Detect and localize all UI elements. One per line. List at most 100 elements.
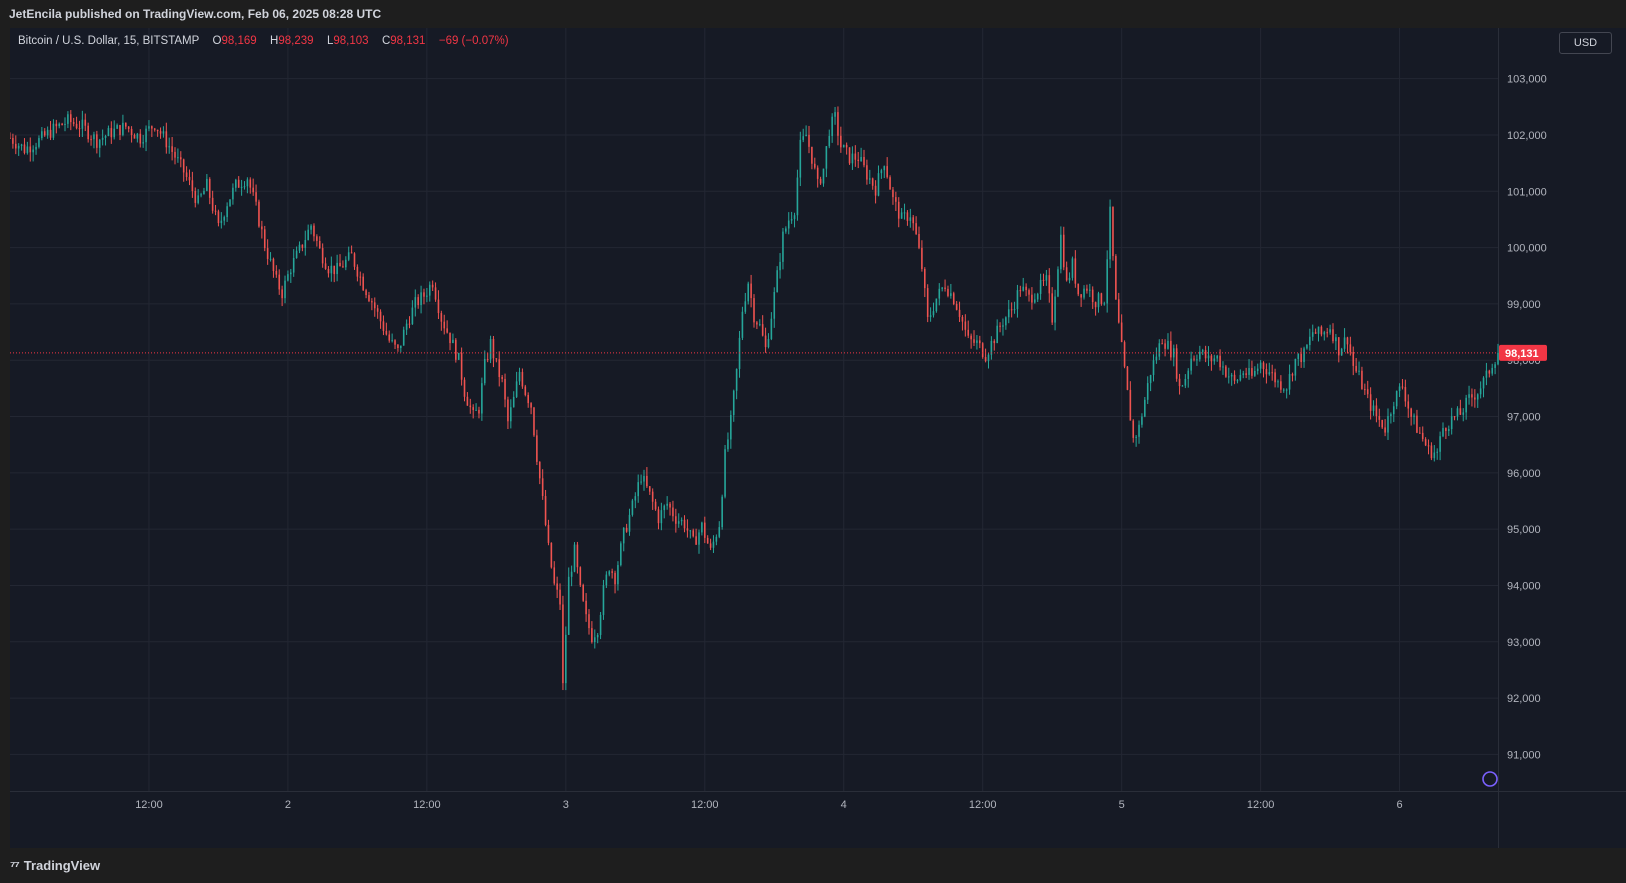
candle-body — [1436, 451, 1439, 453]
candle-body — [1010, 309, 1013, 311]
candle-body — [886, 166, 888, 178]
candle-body — [1456, 408, 1459, 417]
candle-body — [1201, 350, 1204, 352]
candle-body — [501, 377, 503, 379]
candle-body — [1364, 389, 1366, 391]
candle-body — [510, 407, 512, 422]
candle-body — [709, 543, 712, 548]
replay-icon[interactable] — [1482, 771, 1498, 787]
candle-body — [1181, 385, 1184, 387]
candle-body — [38, 138, 40, 147]
last-price-tag — [1499, 344, 1547, 361]
candle-body — [640, 481, 642, 483]
candle-body — [310, 225, 312, 230]
candle-body — [602, 585, 605, 615]
candle-body — [145, 128, 147, 143]
candle-body — [1453, 416, 1456, 418]
candle-body — [440, 313, 443, 322]
candle-body — [767, 338, 770, 348]
candle-body — [382, 321, 385, 331]
candle-body — [683, 519, 686, 529]
candle-body — [122, 122, 124, 135]
candle-body — [96, 134, 98, 148]
candle-body — [1144, 399, 1146, 417]
candle-body — [78, 128, 81, 130]
candle-body — [98, 139, 101, 148]
currency-button[interactable]: USD — [1559, 32, 1612, 54]
candle-body — [582, 584, 584, 601]
candle-body — [1175, 348, 1178, 379]
candle-body — [654, 501, 657, 510]
candle-body — [906, 212, 909, 221]
candle-body — [1141, 416, 1143, 425]
chart-area[interactable]: 91,000 92,000 93,000 94,000 95,000 96,000 97,0… — [10, 28, 1626, 848]
candle-body — [730, 415, 732, 440]
candle-body — [924, 269, 926, 289]
candle-body — [1317, 326, 1320, 334]
price-axis[interactable] — [1498, 28, 1626, 848]
candle-body — [1225, 366, 1227, 377]
candle-body — [1476, 394, 1479, 400]
candle-body — [1497, 352, 1499, 365]
candle-body — [483, 359, 486, 384]
candle-body — [909, 217, 912, 221]
candle-body — [735, 368, 738, 391]
y-tick-label: 96,000 — [1507, 468, 1541, 480]
candle-body — [84, 119, 87, 126]
candle-body — [49, 129, 52, 138]
candle-body — [845, 144, 848, 148]
candle-body — [1280, 381, 1282, 390]
candle-body — [495, 358, 498, 360]
candle-body — [727, 439, 729, 450]
candle-body — [75, 123, 78, 129]
candle-body — [400, 345, 402, 349]
candle-body — [732, 390, 735, 416]
candle-body — [1491, 367, 1494, 374]
candle-body — [1288, 374, 1291, 390]
candle-body — [69, 114, 72, 123]
candle-body — [492, 338, 495, 359]
candle-body — [142, 142, 144, 144]
candle-body — [14, 143, 17, 149]
candle-body — [993, 340, 996, 344]
candle-body — [1019, 290, 1022, 292]
y-tick-label: 97,000 — [1507, 412, 1541, 424]
candle-body — [1028, 290, 1030, 295]
candle-body — [1300, 353, 1302, 363]
candle-body — [669, 503, 671, 508]
candle-body — [304, 239, 307, 248]
candle-body — [281, 289, 283, 299]
candle-body — [1077, 283, 1080, 295]
y-tick-label: 103,000 — [1507, 74, 1547, 86]
candle-body — [1248, 368, 1250, 375]
candle-body — [605, 574, 608, 586]
tradingview-logo[interactable]: ⁷⁷ TradingView — [10, 858, 100, 873]
y-tick-label: 100,000 — [1507, 243, 1547, 255]
y-tick-label: 92,000 — [1507, 693, 1541, 705]
candle-body — [333, 265, 336, 275]
candle-body — [813, 163, 816, 168]
candle-body — [1216, 355, 1218, 359]
candle-body — [1207, 355, 1210, 359]
candle-body — [1256, 368, 1259, 371]
candle-body — [20, 144, 23, 146]
candle-body — [324, 263, 327, 269]
candle-body — [206, 178, 208, 191]
candle-body — [851, 153, 854, 164]
candle-body — [1170, 340, 1172, 358]
candle-body — [1039, 279, 1042, 294]
candle-body — [1115, 256, 1117, 300]
candle-body — [527, 394, 529, 404]
candle-body — [1378, 416, 1381, 420]
candle-body — [515, 381, 518, 397]
candle-body — [67, 114, 69, 124]
candle-body — [637, 482, 640, 497]
candle-body — [379, 311, 382, 322]
candle-body — [614, 572, 616, 585]
candle-body — [1117, 299, 1120, 323]
candle-body — [1152, 360, 1155, 375]
candlestick-chart[interactable]: 91,000 92,000 93,000 94,000 95,000 96,000 97,0… — [10, 28, 1626, 848]
candle-body — [764, 335, 767, 348]
candle-body — [1332, 329, 1334, 342]
candle-body — [405, 323, 408, 330]
